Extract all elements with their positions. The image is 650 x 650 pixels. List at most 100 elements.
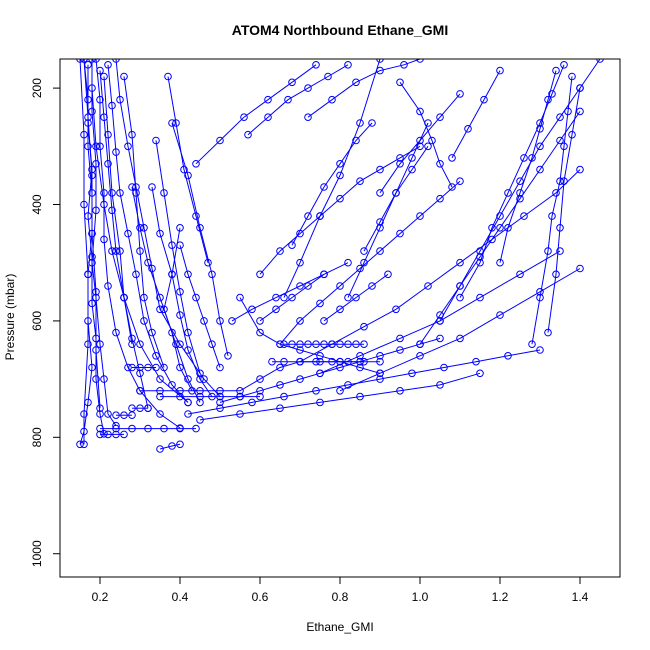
- data-point: [560, 142, 568, 151]
- data-point: [160, 363, 168, 372]
- data-point: [496, 311, 504, 319]
- data-point: [396, 387, 404, 395]
- data-point: [556, 113, 564, 121]
- data-point: [168, 381, 176, 389]
- data-point: [392, 189, 400, 197]
- data-point: [528, 340, 536, 349]
- data-point: [124, 363, 132, 372]
- data-point: [120, 411, 128, 420]
- data-point: [352, 136, 360, 145]
- y-tick-label: 400: [30, 194, 44, 214]
- data-point: [556, 247, 564, 255]
- data-point: [352, 340, 360, 349]
- data-point: [200, 375, 208, 383]
- chart-title: ATOM4 Northbound Ethane_GMI: [232, 22, 448, 38]
- data-point: [116, 247, 124, 255]
- data-point: [304, 84, 312, 92]
- data-point: [376, 165, 384, 174]
- data-point: [124, 142, 132, 151]
- data-point: [84, 142, 92, 151]
- data-point: [88, 107, 96, 116]
- data-point: [336, 305, 344, 314]
- data-point: [396, 229, 404, 238]
- data-point: [376, 369, 384, 378]
- data-point: [104, 410, 112, 418]
- data-point: [304, 340, 312, 349]
- data-point: [196, 416, 204, 424]
- data-point: [240, 113, 248, 121]
- data-point: [176, 387, 184, 395]
- data-point: [128, 363, 136, 372]
- data-point: [344, 357, 352, 366]
- data-point: [368, 119, 376, 127]
- data-point: [504, 224, 512, 232]
- data-point: [408, 369, 416, 378]
- data-point: [576, 84, 584, 92]
- data-point: [100, 375, 108, 383]
- data-point: [140, 293, 148, 302]
- data-point: [416, 352, 424, 360]
- data-point: [192, 160, 200, 168]
- data-point: [304, 282, 312, 290]
- data-point: [356, 363, 364, 372]
- data-point: [416, 107, 424, 116]
- series-line: [155, 140, 201, 374]
- data-point: [152, 363, 160, 372]
- data-point: [288, 78, 296, 87]
- data-point: [360, 322, 368, 331]
- data-point: [352, 293, 360, 302]
- data-point: [336, 363, 344, 372]
- data-point: [376, 218, 384, 226]
- data-point: [244, 130, 252, 139]
- data-point: [128, 340, 136, 349]
- data-point: [336, 340, 344, 349]
- data-point: [552, 66, 560, 75]
- data-point: [536, 293, 544, 302]
- data-point: [256, 375, 264, 383]
- data-point: [552, 270, 560, 279]
- data-point: [84, 340, 92, 349]
- data-point: [320, 183, 328, 191]
- series-line: [199, 372, 481, 421]
- data-point: [416, 340, 424, 349]
- data-point: [156, 375, 164, 383]
- data-point: [80, 130, 88, 139]
- data-point: [320, 270, 328, 279]
- data-point: [456, 258, 464, 267]
- series-line: [83, 59, 101, 409]
- x-tick-label: 1.4: [572, 590, 589, 604]
- data-point: [312, 387, 320, 395]
- series-line: [259, 145, 421, 275]
- data-point: [436, 334, 444, 343]
- data-point: [184, 398, 192, 407]
- series-line: [163, 227, 201, 403]
- data-point: [112, 247, 120, 255]
- data-point: [296, 375, 304, 383]
- data-point: [264, 113, 272, 121]
- data-point: [320, 340, 328, 349]
- data-point: [316, 398, 324, 407]
- data-point: [144, 258, 152, 267]
- data-point: [560, 61, 568, 69]
- data-point: [416, 136, 424, 145]
- data-point: [536, 346, 544, 354]
- data-point: [88, 84, 96, 92]
- data-point: [156, 229, 164, 238]
- data-point: [396, 160, 404, 168]
- data-point: [116, 189, 124, 197]
- data-point: [108, 247, 116, 255]
- data-point: [516, 189, 524, 197]
- data-point: [208, 270, 216, 279]
- data-point: [120, 293, 128, 302]
- data-point: [296, 340, 304, 349]
- data-point: [280, 357, 288, 366]
- series-line: [347, 122, 429, 298]
- data-point: [196, 369, 204, 378]
- x-tick-label: 0.2: [92, 590, 109, 604]
- data-point: [448, 183, 456, 191]
- data-point: [116, 95, 124, 104]
- data-point: [96, 424, 104, 433]
- data-point: [144, 404, 152, 413]
